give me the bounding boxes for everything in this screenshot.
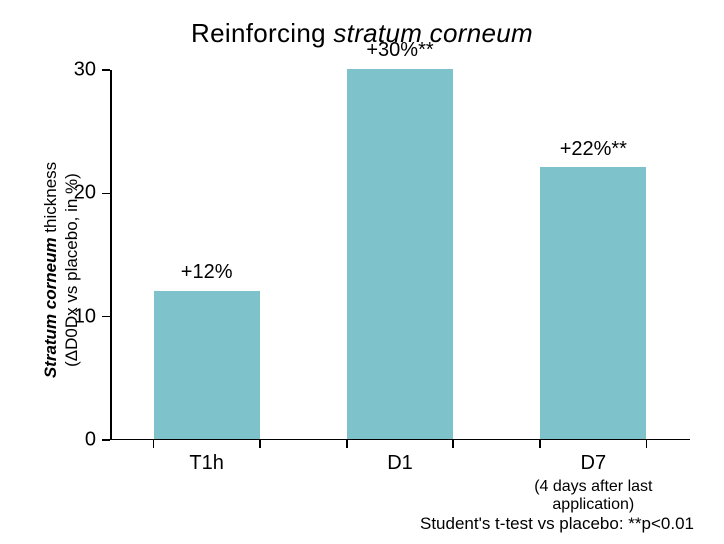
ylabel-line2: (ΔD0Dx vs placebo, in %): [61, 120, 82, 420]
bar-value-label: +22%**: [560, 138, 627, 161]
category-label: D1: [387, 452, 413, 475]
y-tick: [102, 439, 110, 441]
bar: [347, 69, 453, 439]
y-tick-label: 30: [74, 59, 96, 82]
x-tick: [452, 440, 454, 448]
bar-value-label: +30%**: [366, 39, 433, 62]
x-tick: [259, 440, 261, 448]
y-tick-label: 20: [74, 182, 96, 205]
chart-title: Reinforcing stratum corneum: [0, 18, 724, 49]
y-tick: [102, 316, 110, 318]
y-axis-line: [110, 70, 112, 440]
title-prefix: Reinforcing: [191, 18, 333, 48]
bar: [540, 167, 646, 438]
category-label: D7: [581, 452, 607, 475]
footnote: Student's t-test vs placebo: **p<0.01: [420, 514, 694, 534]
bar: [154, 291, 260, 439]
ylabel-rest: thickness: [41, 162, 60, 238]
y-tick: [102, 193, 110, 195]
category-sublabel: (4 days after lastapplication): [534, 478, 652, 515]
plot-area: +12%+30%**+22%** T1hD1D7(4 days after la…: [110, 70, 690, 440]
x-tick: [646, 440, 648, 448]
x-tick: [539, 440, 541, 448]
y-tick: [102, 69, 110, 71]
chart-container: Reinforcing stratum corneum Stratum corn…: [0, 0, 724, 544]
category-label: T1h: [189, 452, 223, 475]
ylabel-italic: Stratum corneum: [41, 237, 60, 378]
bar-value-label: +12%: [181, 261, 233, 284]
x-tick: [153, 440, 155, 448]
y-tick-label: 0: [85, 429, 96, 452]
x-tick: [346, 440, 348, 448]
y-tick-label: 10: [74, 305, 96, 328]
x-axis-line: [110, 439, 690, 441]
y-axis-label: Stratum corneum thickness (ΔD0Dx vs plac…: [40, 120, 83, 420]
